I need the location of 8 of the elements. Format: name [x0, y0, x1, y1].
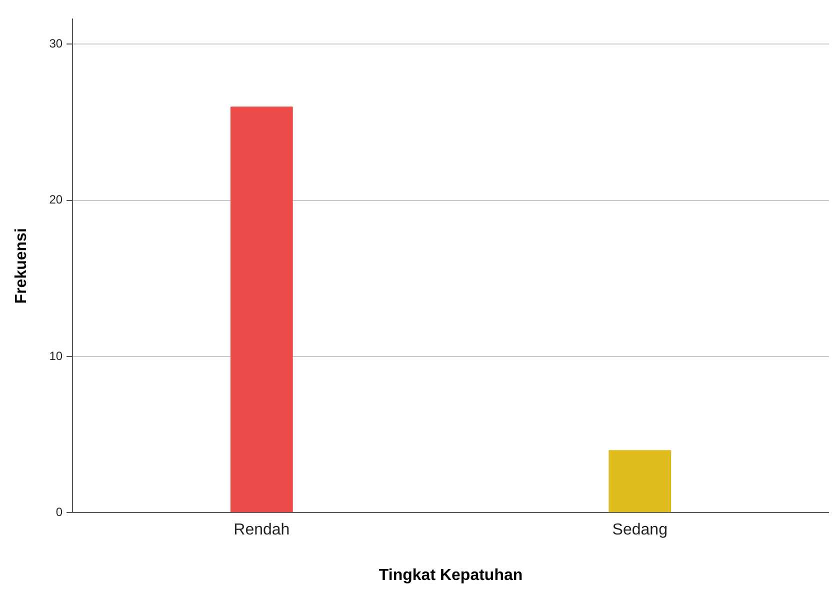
x-tick-label: Sedang [612, 522, 668, 539]
y-tick-label: 0 [56, 504, 63, 519]
x-axis-title: Tingkat Kepatuhan [378, 566, 523, 584]
y-tick-label: 10 [49, 348, 63, 363]
y-tick-label: 20 [49, 192, 63, 207]
y-tick-label: 30 [49, 36, 63, 50]
x-tick-label: Rendah [234, 522, 290, 539]
y-axis-title: Frekuensi [13, 228, 30, 304]
